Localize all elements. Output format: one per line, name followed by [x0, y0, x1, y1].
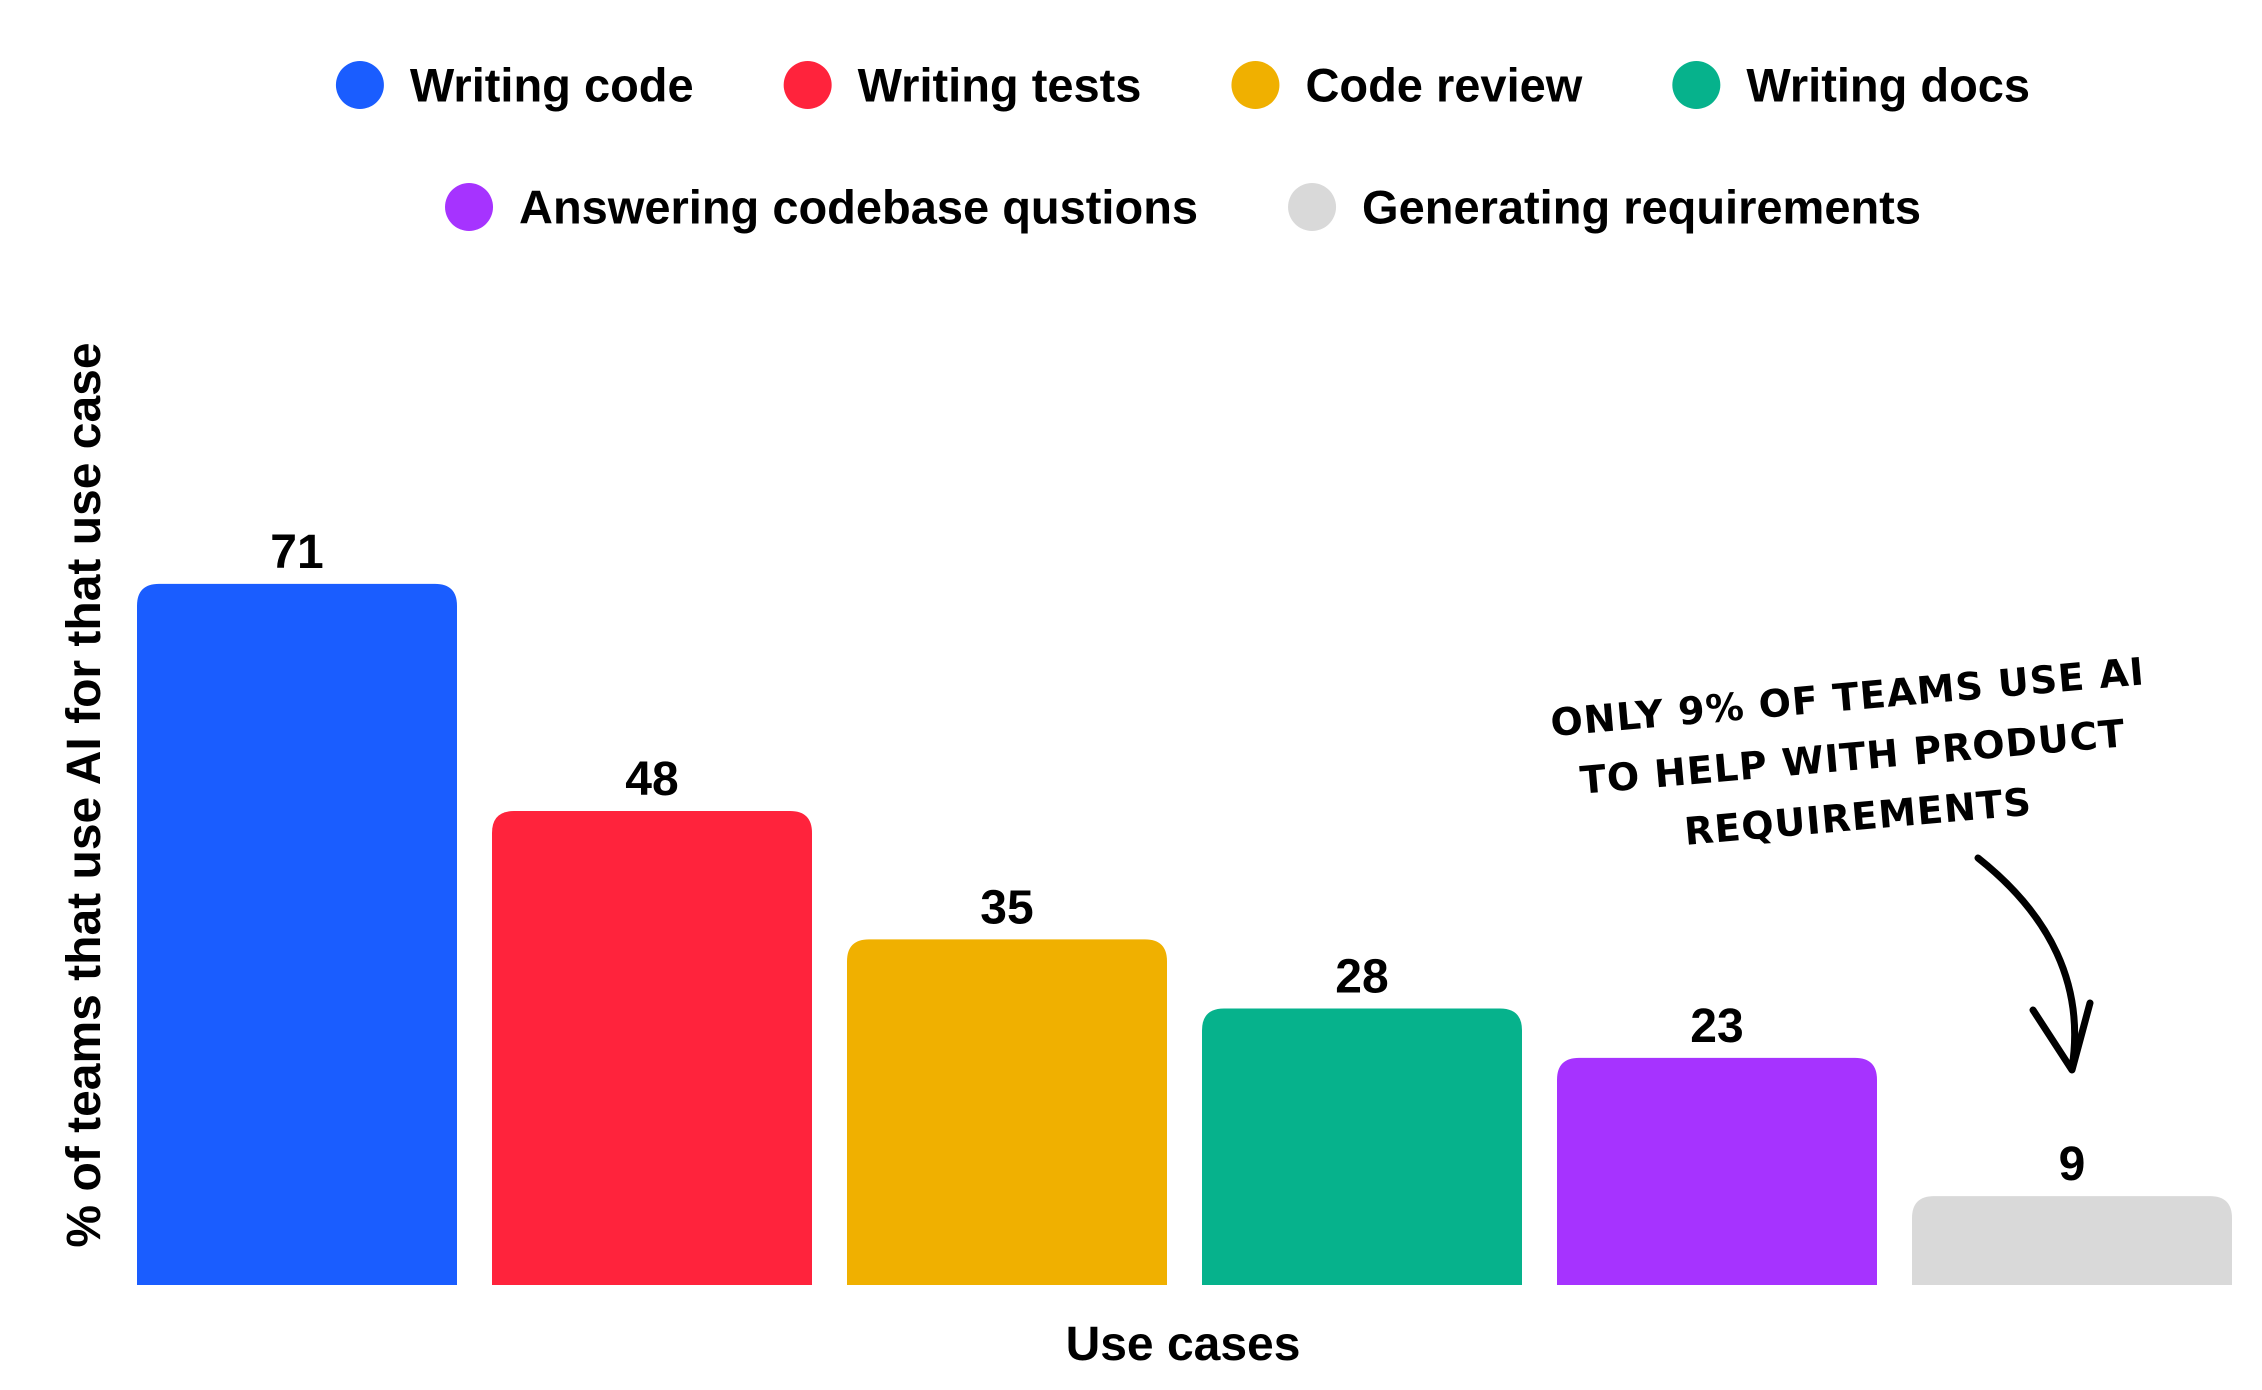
legend-label: Writing docs — [1746, 59, 2030, 112]
data-label-answering-codebase-qustions: 23 — [1690, 1000, 1743, 1053]
value-labels-group: 71 48 35 28 23 9 — [270, 526, 2085, 1191]
annotation-arrow — [1974, 854, 2094, 1074]
legend-swatch — [1231, 61, 1280, 109]
bar-writing-tests — [492, 811, 812, 1285]
annotation-arrow-shaft — [1974, 854, 2079, 1072]
y-axis-label: % of teams that use AI for that use case — [58, 342, 111, 1247]
chart-legend: Writing code Writing tests Code review Writ… — [335, 59, 2030, 234]
bar-writing-docs — [1202, 1008, 1522, 1285]
legend-item-writing-code: Writing code — [335, 59, 694, 112]
legend-swatch — [783, 61, 832, 109]
x-axis-label: Use cases — [1066, 1318, 1301, 1371]
legend-item-code-review: Code review — [1231, 59, 1583, 112]
legend-item-writing-tests: Writing tests — [783, 59, 1142, 112]
legend-swatch — [1288, 183, 1337, 231]
legend-label: Writing code — [410, 59, 694, 112]
annotation-line-3: REQUIREMENTS — [1682, 780, 2033, 854]
legend-swatch — [445, 183, 494, 231]
data-label-writing-tests: 48 — [625, 753, 678, 806]
legend-label: Generating requirements — [1362, 181, 1921, 234]
data-label-generating-requirements: 9 — [2059, 1138, 2086, 1191]
bar-generating-requirements — [1912, 1196, 2232, 1285]
data-label-code-review: 35 — [980, 881, 1033, 934]
chart-annotation: ONLY 9% OF TEAMS USE AI TO HELP WITH PRO… — [1549, 649, 2147, 854]
legend-row-2: Answering codebase qustions Generating re… — [445, 181, 1921, 234]
legend-label: Writing tests — [858, 59, 1142, 112]
legend-item-writing-docs: Writing docs — [1672, 59, 2030, 112]
bar-answering-codebase-qustions — [1557, 1057, 1877, 1285]
legend-row-1: Writing code Writing tests Code review Writ… — [335, 59, 2030, 112]
legend-swatch — [335, 61, 384, 109]
bar-writing-code — [137, 583, 457, 1285]
legend-item-answering-codebase-qustions: Answering codebase qustions — [445, 181, 1198, 234]
annotation-arrow-head — [2029, 999, 2094, 1074]
legend-swatch — [1672, 61, 1721, 109]
legend-label: Code review — [1305, 59, 1582, 112]
bar-code-review — [847, 939, 1167, 1285]
bars-group — [137, 583, 2232, 1285]
data-label-writing-docs: 28 — [1335, 951, 1388, 1004]
legend-label: Answering codebase qustions — [519, 181, 1198, 234]
data-label-writing-code: 71 — [270, 526, 323, 579]
legend-item-generating-requirements: Generating requirements — [1288, 181, 1921, 234]
